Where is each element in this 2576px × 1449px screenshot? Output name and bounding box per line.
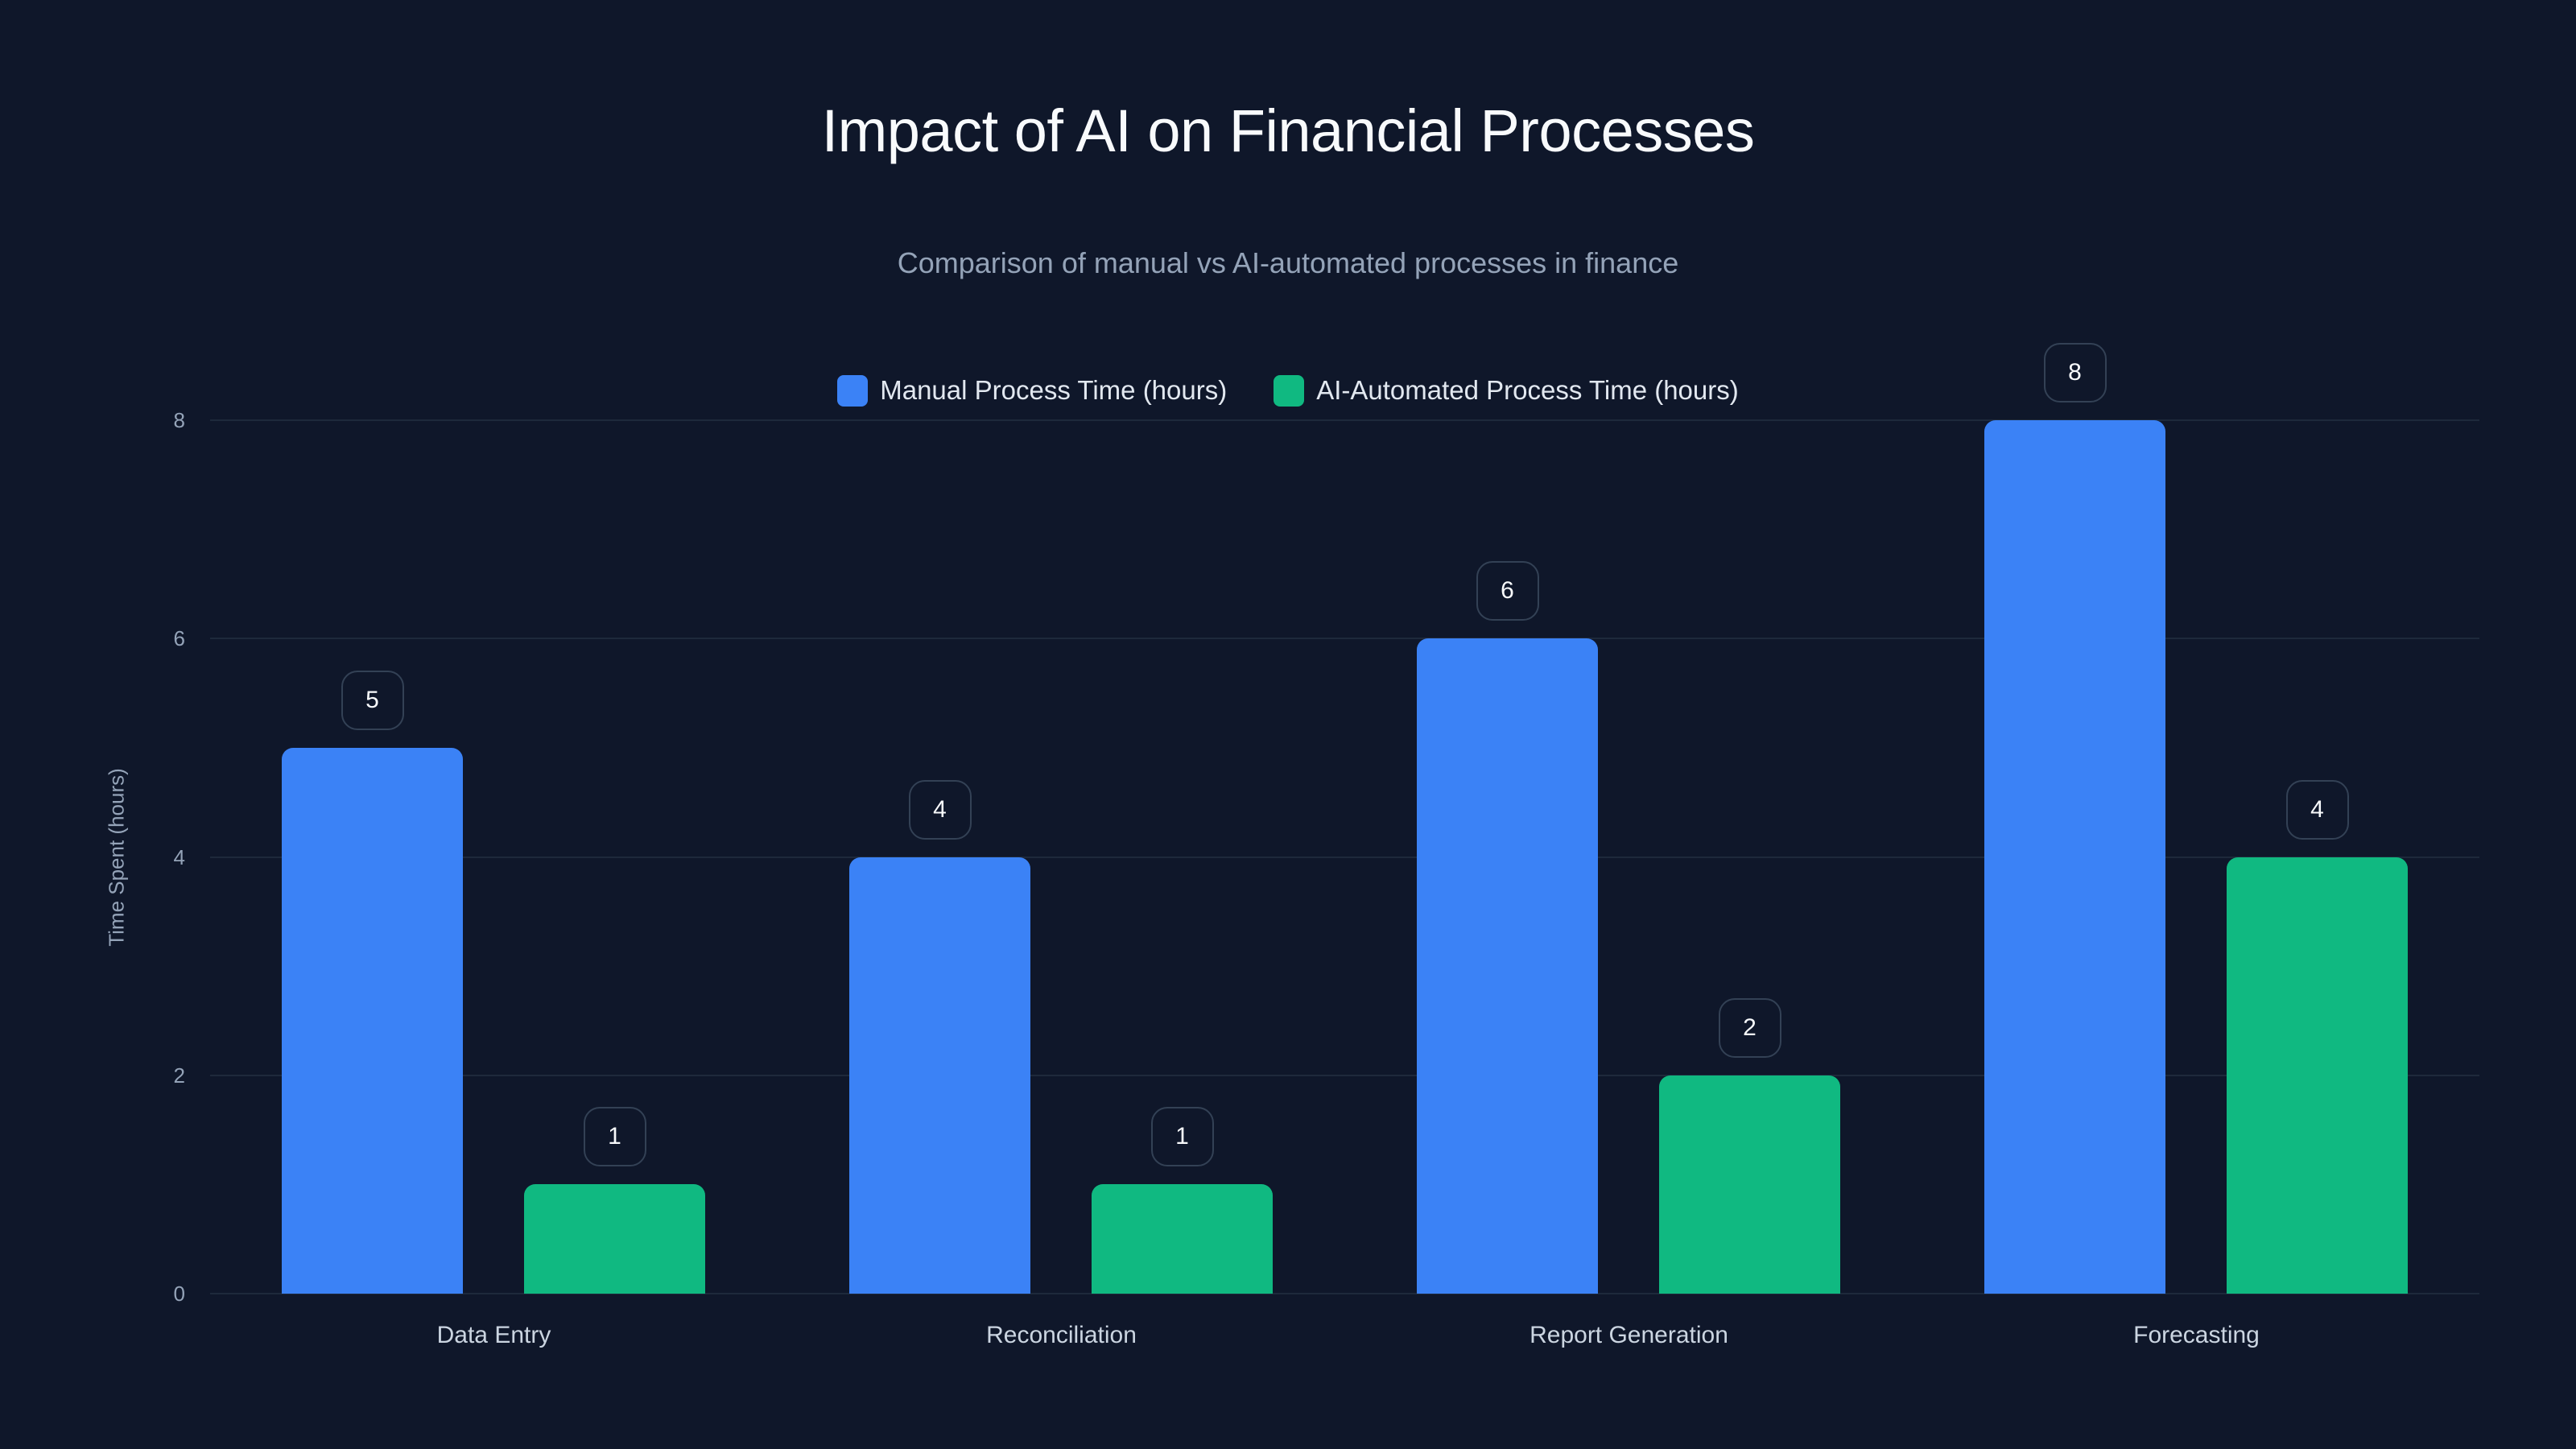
data-label-badge: 1 — [583, 1107, 646, 1167]
y-tick-label: 6 — [173, 626, 185, 651]
bar-manual[interactable] — [1984, 420, 2165, 1294]
data-label-badge: 5 — [341, 670, 404, 730]
legend-swatch-ai-icon — [1274, 374, 1305, 407]
bar-ai[interactable] — [524, 1184, 705, 1294]
x-axis-label: Data Entry — [436, 1322, 551, 1348]
legend-item-manual[interactable]: Manual Process Time (hours) — [837, 372, 1227, 409]
gridline — [210, 419, 2479, 421]
data-label-badge: 4 — [2285, 779, 2349, 840]
x-axis-label: Reconciliation — [986, 1322, 1137, 1348]
bar-ai[interactable] — [1659, 1075, 1840, 1294]
bar-manual[interactable] — [282, 747, 463, 1294]
gridline — [210, 638, 2479, 640]
x-axis-label: Forecasting — [2133, 1322, 2260, 1348]
chart-title: Impact of AI on Financial Processes — [821, 97, 1755, 164]
bar-ai[interactable] — [1092, 1184, 1273, 1294]
x-axis-label: Report Generation — [1530, 1322, 1728, 1348]
y-tick-label: 8 — [173, 408, 185, 432]
chart-subtitle: Comparison of manual vs AI-automated pro… — [897, 246, 1679, 279]
gridline — [210, 1074, 2479, 1076]
data-label-badge: 1 — [1150, 1107, 1214, 1167]
data-label-badge: 8 — [2043, 343, 2107, 402]
legend-swatch-manual-icon — [837, 374, 869, 407]
y-tick-label: 2 — [173, 1063, 185, 1088]
bar-manual[interactable] — [1417, 638, 1598, 1294]
gridline — [210, 856, 2479, 858]
data-label-badge: 6 — [1476, 561, 1539, 621]
legend-item-ai[interactable]: AI-Automated Process Time (hours) — [1274, 372, 1739, 409]
legend-label-manual: Manual Process Time (hours) — [880, 375, 1228, 405]
bar-ai[interactable] — [2227, 857, 2408, 1294]
legend: Manual Process Time (hours) AI-Automated… — [0, 372, 2576, 409]
legend-label-ai: AI-Automated Process Time (hours) — [1316, 375, 1739, 405]
data-label-badge: 2 — [1718, 997, 1781, 1058]
y-tick-label: 4 — [173, 844, 185, 869]
gridline — [210, 1293, 2479, 1294]
y-tick-label: 0 — [173, 1282, 185, 1306]
y-axis-title: Time Spent (hours) — [104, 768, 129, 947]
data-label-badge: 4 — [908, 779, 972, 840]
bar-manual[interactable] — [849, 857, 1030, 1294]
